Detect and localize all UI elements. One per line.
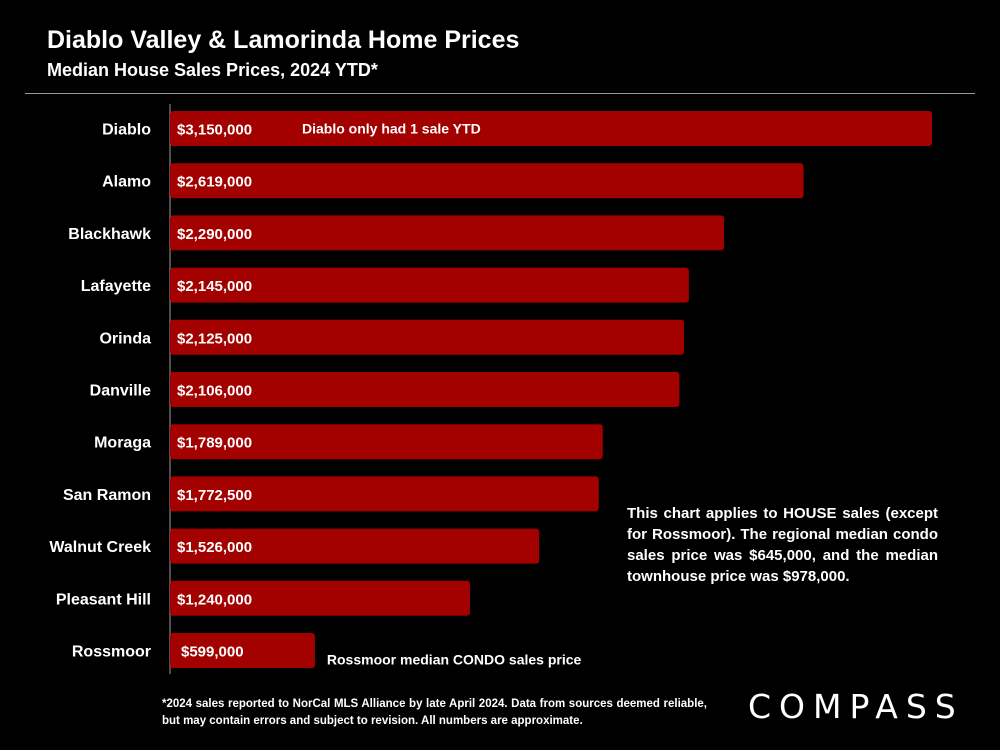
value-label-pleasant-hill: $1,240,000 (177, 591, 252, 608)
category-label-rossmoor: Rossmoor (72, 644, 151, 661)
value-label-moraga: $1,789,000 (177, 435, 252, 452)
bar-blackhawk (170, 215, 724, 251)
value-label-san-ramon: $1,772,500 (177, 487, 252, 504)
annotation-diablo: Diablo only had 1 sale YTD (302, 121, 481, 137)
bar-orinda (170, 319, 685, 355)
compass-logo: COMPASS (748, 687, 964, 726)
annotation-rossmoor: Rossmoor median CONDO sales price (327, 652, 582, 668)
bar-moraga (170, 424, 603, 460)
footnote: *2024 sales reported to NorCal MLS Allia… (162, 698, 707, 727)
chart-title: Diablo Valley & Lamorinda Home Prices (47, 26, 520, 54)
value-label-rossmoor: $599,000 (181, 644, 244, 661)
value-label-alamo: $2,619,000 (177, 174, 252, 191)
value-label-blackhawk: $2,290,000 (177, 226, 252, 243)
value-label-lafayette: $2,145,000 (177, 278, 252, 295)
bar-walnut-creek (170, 528, 540, 564)
category-label-danville: Danville (90, 383, 151, 400)
value-label-orinda: $2,125,000 (177, 330, 252, 347)
category-label-pleasant-hill: Pleasant Hill (56, 591, 151, 608)
category-label-diablo: Diablo (102, 122, 151, 139)
category-label-alamo: Alamo (102, 174, 151, 191)
category-label-walnut-creek: Walnut Creek (49, 539, 151, 556)
value-label-danville: $2,106,000 (177, 383, 252, 400)
category-label-orinda: Orinda (99, 330, 151, 347)
bar-pleasant-hill (170, 580, 470, 616)
category-label-lafayette: Lafayette (81, 278, 151, 295)
chart-subtitle: Median House Sales Prices, 2024 YTD* (47, 60, 378, 80)
side-note: This chart applies to HOUSE sales (excep… (627, 505, 938, 585)
bar-diablo (170, 111, 932, 146)
bar-danville (170, 372, 680, 407)
category-label-blackhawk: Blackhawk (68, 226, 151, 243)
bar-rossmoor (170, 633, 315, 668)
value-label-walnut-creek: $1,526,000 (177, 539, 252, 556)
value-label-diablo: $3,150,000 (177, 122, 252, 139)
title-divider (25, 93, 975, 94)
bar-lafayette (170, 267, 689, 303)
bar-alamo (170, 163, 804, 199)
category-label-san-ramon: San Ramon (63, 487, 151, 504)
bar-san-ramon (170, 476, 599, 512)
category-label-moraga: Moraga (94, 435, 151, 452)
